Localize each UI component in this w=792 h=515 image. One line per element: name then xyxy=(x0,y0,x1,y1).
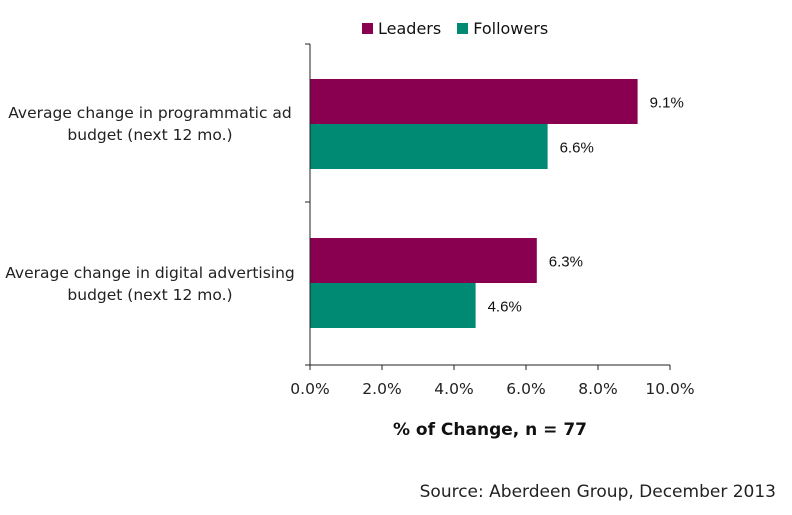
legend-item-leaders: Leaders xyxy=(362,19,441,38)
legend-label-followers: Followers xyxy=(473,19,549,38)
bar-leaders-2 xyxy=(310,238,537,283)
x-tick-label-3: 6.0% xyxy=(506,380,545,398)
category-label-programmatic: Average change in programmatic ad budget… xyxy=(2,102,298,146)
x-tick-label-2: 4.0% xyxy=(434,380,473,398)
category-label-digital: Average change in digital advertising bu… xyxy=(2,262,298,306)
bar-leaders-1 xyxy=(310,79,638,124)
legend-swatch-leaders xyxy=(362,23,373,34)
legend-item-followers: Followers xyxy=(457,19,548,38)
source-note: Source: Aberdeen Group, December 2013 xyxy=(419,482,776,502)
bar-followers-2 xyxy=(310,283,476,328)
x-tick-label-1: 2.0% xyxy=(362,380,401,398)
bar-followers-1 xyxy=(310,124,548,169)
x-tick-label-5: 10.0% xyxy=(645,380,694,398)
category-label-line: Average change in programmatic ad xyxy=(8,104,292,122)
data-label-followers-1: 6.6% xyxy=(560,140,594,157)
legend-swatch-followers xyxy=(457,23,469,34)
x-axis-title: % of Change, n = 77 xyxy=(392,420,587,440)
x-tick-label-4: 8.0% xyxy=(578,380,617,398)
category-label-line: budget (next 12 mo.) xyxy=(67,286,233,304)
data-label-leaders-1: 9.1% xyxy=(650,95,684,112)
legend: Leaders Followers xyxy=(362,19,548,38)
category-label-line: budget (next 12 mo.) xyxy=(67,126,233,144)
x-tick-label-0: 0.0% xyxy=(290,380,329,398)
data-label-followers-2: 4.6% xyxy=(488,299,522,316)
legend-label-leaders: Leaders xyxy=(378,19,442,38)
data-label-leaders-2: 6.3% xyxy=(549,254,583,271)
category-label-line: Average change in digital advertising xyxy=(5,264,295,282)
